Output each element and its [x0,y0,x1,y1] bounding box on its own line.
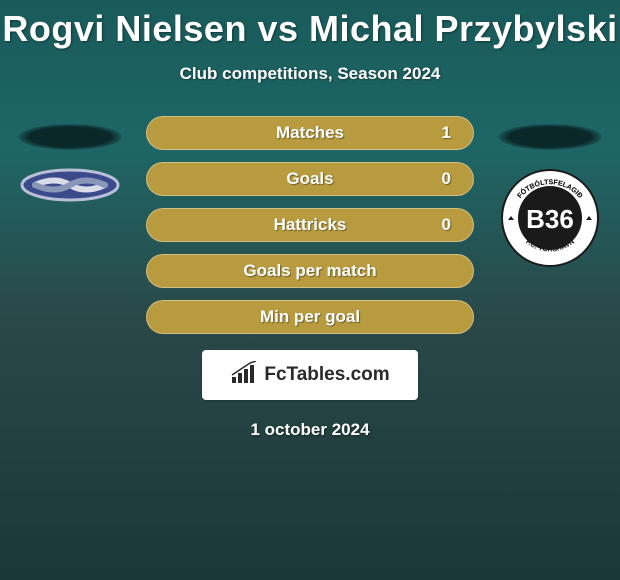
stat-label: Min per goal [260,307,360,327]
page-title: Rogvi Nielsen vs Michal Przybylski [0,0,620,50]
stat-value: 1 [442,123,451,143]
stat-bar-hattricks: Hattricks 0 [146,208,474,242]
club-logo-left [20,168,120,202]
stat-label: Goals per match [243,261,376,281]
left-column [10,116,130,202]
content-row: Matches 1 Goals 0 Hattricks 0 Goals per … [0,116,620,334]
stat-bar-min-per-goal: Min per goal [146,300,474,334]
right-column: FÓTBÓLTSFELAGIÐ FÓTBÓLTSFELAGIÐ F.C. TÓR… [490,116,610,268]
branding-box: FcTables.com [202,350,418,400]
stat-value: 0 [442,215,451,235]
stat-bar-matches: Matches 1 [146,116,474,150]
stat-label: Hattricks [274,215,347,235]
stat-bar-goals: Goals 0 [146,162,474,196]
stat-value: 0 [442,169,451,189]
date-line: 1 october 2024 [0,420,620,440]
ellipse-shadow-right [498,124,602,150]
stat-label: Goals [286,169,333,189]
subtitle: Club competitions, Season 2024 [0,64,620,84]
ellipse-shadow-left [18,124,122,150]
svg-text:B36: B36 [526,204,574,234]
chart-icon [230,361,258,390]
branding-text: FcTables.com [264,364,389,386]
stats-column: Matches 1 Goals 0 Hattricks 0 Goals per … [130,116,490,334]
club-logo-right: FÓTBÓLTSFELAGIÐ FÓTBÓLTSFELAGIÐ F.C. TÓR… [500,168,600,268]
stat-bar-goals-per-match: Goals per match [146,254,474,288]
stat-label: Matches [276,123,344,143]
